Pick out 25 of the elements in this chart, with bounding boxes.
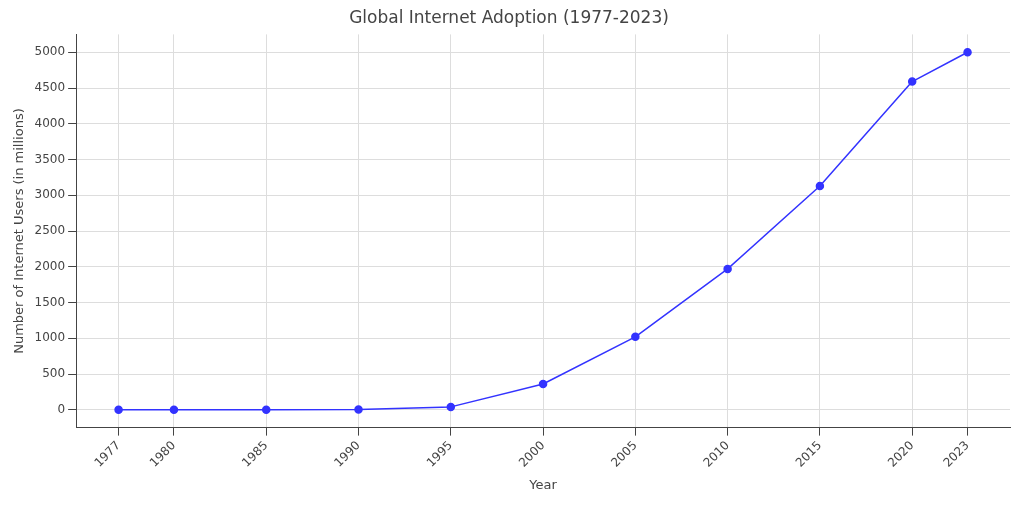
y-tick-label: 5000 bbox=[34, 44, 66, 59]
point bbox=[631, 332, 640, 342]
y-tick-label: 0 bbox=[57, 401, 66, 416]
y-tick-label: 2000 bbox=[34, 258, 66, 273]
y-tick-label: 1500 bbox=[34, 294, 66, 309]
point bbox=[907, 77, 917, 86]
y-tick-label: 3500 bbox=[34, 151, 66, 166]
point bbox=[963, 48, 972, 57]
point bbox=[723, 264, 732, 274]
y-tick-label: 4500 bbox=[34, 80, 66, 95]
point bbox=[261, 405, 271, 414]
point bbox=[114, 405, 123, 414]
point bbox=[169, 405, 179, 414]
y-axis-title: Number of Internet Users (in millions) bbox=[11, 108, 27, 354]
x-axis-title: Year bbox=[528, 476, 558, 492]
point bbox=[446, 402, 456, 412]
chart-title: Global Internet Adoption (1977-2023) bbox=[349, 6, 669, 27]
y-tick-label: 1000 bbox=[34, 330, 66, 345]
point bbox=[538, 379, 548, 389]
point bbox=[815, 181, 825, 191]
y-tick-label: 2500 bbox=[34, 223, 66, 238]
point bbox=[354, 405, 363, 414]
y-tick-label: 3000 bbox=[34, 187, 66, 202]
y-tick-label: 500 bbox=[42, 366, 66, 381]
y-tick-label: 4000 bbox=[34, 115, 66, 130]
